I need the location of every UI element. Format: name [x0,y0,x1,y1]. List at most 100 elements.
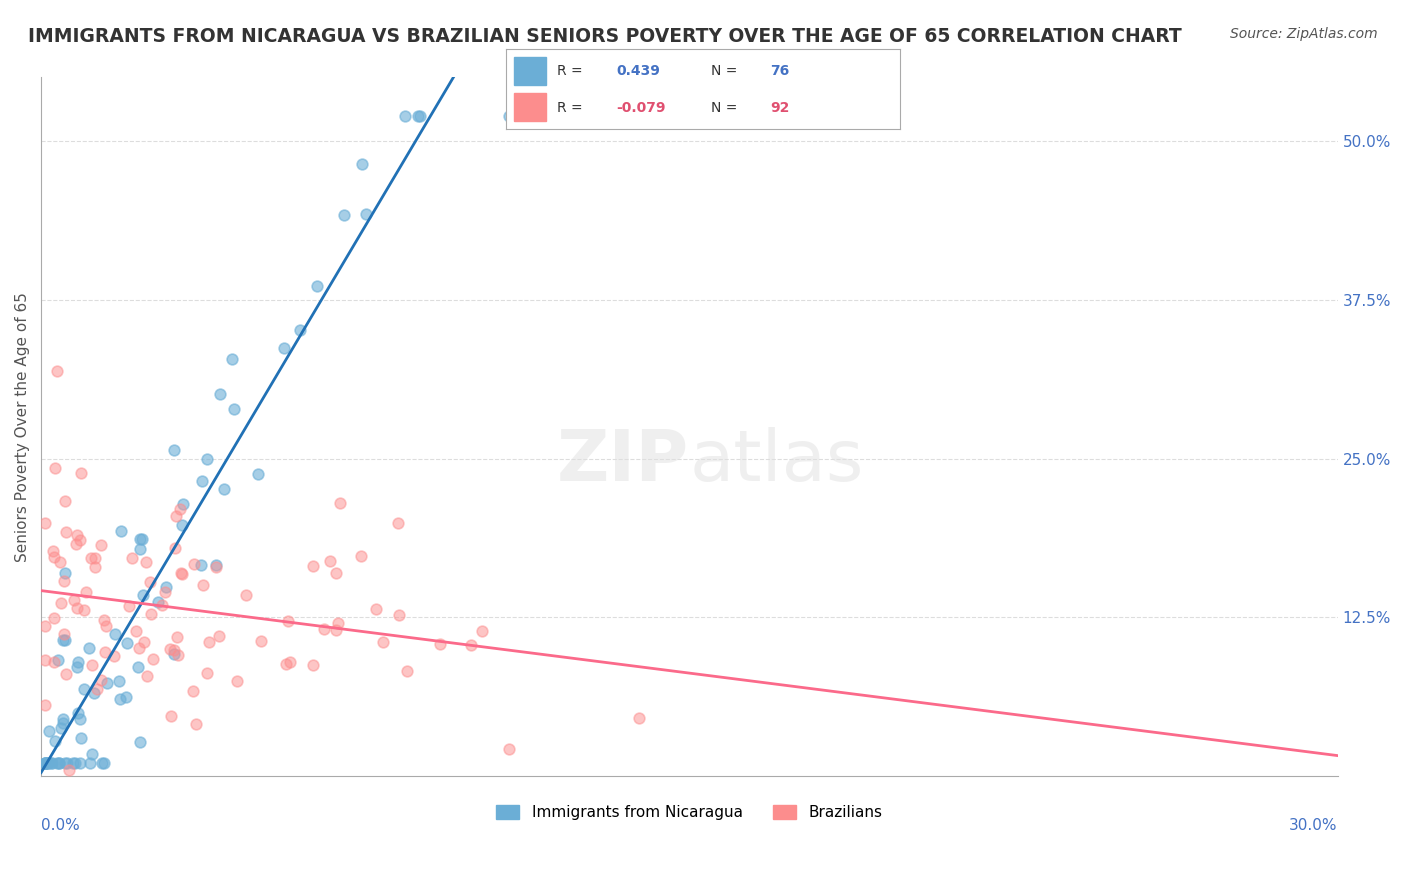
Point [371,634,394,648]
Point [63,593,86,607]
Point [44,461,66,475]
Point [172,497,194,511]
Point [498,109,520,123]
Point [42,611,65,625]
Point [41,544,63,558]
Point [128,640,150,655]
Point [408,109,430,123]
Point [118,599,141,613]
Point [312,622,335,636]
Point [142,652,165,666]
Point [34,756,56,771]
Point [460,638,482,652]
Point [70,467,93,481]
Point [226,673,249,688]
Point [90,673,112,687]
Point [34,756,56,771]
Point [290,323,312,337]
Point [115,635,138,649]
Point [129,542,152,557]
Point [170,566,193,581]
Point [167,648,190,663]
Point [52,626,75,640]
Point [155,580,177,594]
Point [41,756,63,771]
Point [104,627,127,641]
Point [73,602,96,616]
Point [49,596,72,610]
Text: atlas: atlas [689,427,863,496]
Point [67,706,90,720]
Point [172,517,194,532]
Point [159,642,181,657]
Point [183,684,205,698]
Point [34,619,56,633]
Point [408,109,430,123]
Text: R =: R = [557,101,583,115]
Point [139,575,162,590]
Point [69,533,91,547]
Point [49,555,72,569]
Point [394,109,416,123]
Point [66,528,89,542]
Point [84,560,107,574]
Point [127,660,149,674]
Point [91,756,114,771]
Point [39,756,62,771]
Point [86,682,108,697]
Point [121,551,143,566]
Point [205,558,228,573]
Text: IMMIGRANTS FROM NICARAGUA VS BRAZILIAN SENIORS POVERTY OVER THE AGE OF 65 CORREL: IMMIGRANTS FROM NICARAGUA VS BRAZILIAN S… [28,27,1182,45]
Point [153,584,176,599]
Point [163,442,186,457]
Point [66,660,89,674]
Point [46,756,69,771]
Point [110,524,132,539]
Point [212,482,235,496]
Point [165,509,187,524]
Point [37,756,59,771]
Point [65,537,87,551]
Point [190,558,212,572]
Text: 76: 76 [770,63,789,78]
Point [35,756,58,771]
Point [75,584,97,599]
Point [250,634,273,648]
Point [56,756,79,771]
Point [191,578,214,592]
Point [69,756,91,771]
Point [183,557,205,571]
Point [278,655,301,669]
Point [34,516,56,530]
Point [66,600,89,615]
Point [108,674,131,689]
Point [221,352,243,367]
Point [319,554,342,568]
Point [52,574,75,589]
Point [79,756,101,771]
Point [302,657,325,672]
Point [163,643,186,657]
Point [58,763,80,777]
Point [34,698,56,712]
Point [135,669,157,683]
Point [139,607,162,622]
Point [48,756,70,771]
Point [172,567,194,582]
Point [388,608,411,623]
Point [72,681,94,696]
Point [77,640,100,655]
Point [93,645,115,659]
Point [208,628,231,642]
Point [195,451,218,466]
Point [128,532,150,546]
Point [82,658,104,673]
Point [352,157,374,171]
Text: R =: R = [557,63,583,78]
Point [333,208,356,222]
Point [65,756,87,771]
Point [395,664,418,678]
Point [325,623,347,637]
Point [163,647,186,661]
Point [247,467,270,481]
